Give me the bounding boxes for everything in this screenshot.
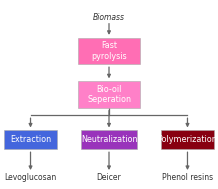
Text: Deicer: Deicer bbox=[97, 173, 121, 182]
FancyBboxPatch shape bbox=[78, 81, 140, 108]
Text: Extraction: Extraction bbox=[10, 135, 51, 144]
Text: Bio-oil
Seperation: Bio-oil Seperation bbox=[87, 85, 131, 104]
Text: Fast
pyrolysis: Fast pyrolysis bbox=[91, 41, 127, 61]
Text: Neutralization: Neutralization bbox=[81, 135, 137, 144]
Text: Phenol resins: Phenol resins bbox=[162, 173, 213, 182]
Text: Polymerization: Polymerization bbox=[158, 135, 217, 144]
FancyBboxPatch shape bbox=[78, 38, 140, 64]
FancyBboxPatch shape bbox=[81, 130, 137, 149]
FancyBboxPatch shape bbox=[4, 130, 57, 149]
Text: Biomass: Biomass bbox=[93, 12, 125, 22]
Text: Levoglucosan: Levoglucosan bbox=[4, 173, 57, 182]
FancyBboxPatch shape bbox=[161, 130, 214, 149]
